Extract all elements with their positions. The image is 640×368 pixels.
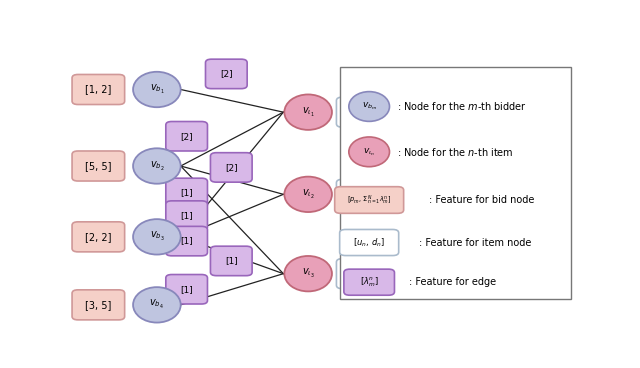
Ellipse shape [349, 137, 390, 167]
Text: $v_{\iota_1}$: $v_{\iota_1}$ [302, 106, 314, 119]
FancyBboxPatch shape [72, 151, 125, 181]
FancyBboxPatch shape [211, 246, 252, 276]
FancyBboxPatch shape [72, 222, 125, 252]
Text: [2]: [2] [220, 70, 232, 78]
Text: [1]: [1] [225, 256, 237, 265]
FancyBboxPatch shape [166, 178, 207, 208]
Text: [1]: [1] [180, 211, 193, 220]
Text: : Node for the $m$-th bidder: : Node for the $m$-th bidder [397, 100, 527, 113]
FancyBboxPatch shape [72, 74, 125, 105]
FancyBboxPatch shape [337, 259, 387, 289]
Text: [2]: [2] [225, 163, 237, 172]
FancyBboxPatch shape [337, 179, 387, 209]
Text: [3, 3]: [3, 3] [349, 190, 375, 199]
FancyBboxPatch shape [166, 201, 207, 230]
FancyBboxPatch shape [337, 97, 387, 127]
Ellipse shape [349, 92, 390, 121]
Text: : Node for the $n$-th item: : Node for the $n$-th item [397, 146, 514, 158]
Text: : Feature for edge: : Feature for edge [409, 277, 496, 287]
FancyBboxPatch shape [344, 269, 394, 295]
FancyBboxPatch shape [166, 226, 207, 256]
Ellipse shape [133, 287, 180, 323]
Text: [5, 5]: [5, 5] [85, 161, 111, 171]
FancyBboxPatch shape [340, 67, 571, 299]
Text: $[p_m,\, \Sigma_{n=1}^{N}\lambda_m^n]$: $[p_m,\, \Sigma_{n=1}^{N}\lambda_m^n]$ [347, 193, 392, 207]
Text: : Feature for item node: : Feature for item node [419, 237, 531, 248]
Text: [1]: [1] [180, 237, 193, 245]
Text: $[u_n,\, d_n]$: $[u_n,\, d_n]$ [353, 236, 385, 249]
Text: [1, 2]: [1, 2] [85, 85, 111, 95]
Text: [2, 2]: [2, 2] [85, 232, 111, 242]
FancyBboxPatch shape [166, 121, 207, 151]
Text: $v_{b_4}$: $v_{b_4}$ [150, 298, 164, 311]
Ellipse shape [133, 219, 180, 255]
Text: [6, 2]: [6, 2] [349, 107, 375, 117]
FancyBboxPatch shape [211, 153, 252, 182]
FancyBboxPatch shape [340, 230, 399, 255]
Ellipse shape [284, 177, 332, 212]
Text: : Feature for bid node: : Feature for bid node [429, 195, 534, 205]
FancyBboxPatch shape [335, 187, 404, 213]
FancyBboxPatch shape [72, 290, 125, 320]
Text: $v_{\iota_3}$: $v_{\iota_3}$ [302, 267, 314, 280]
Text: [1]: [1] [180, 188, 193, 197]
Ellipse shape [133, 72, 180, 107]
Ellipse shape [284, 95, 332, 130]
Text: [2]: [2] [180, 132, 193, 141]
FancyBboxPatch shape [166, 275, 207, 304]
Ellipse shape [284, 256, 332, 291]
Text: [1]: [1] [180, 285, 193, 294]
Text: [3, 5]: [3, 5] [85, 300, 111, 310]
Text: $[\lambda_m^n]$: $[\lambda_m^n]$ [360, 275, 378, 289]
Text: $v_{b_2}$: $v_{b_2}$ [150, 159, 164, 173]
FancyBboxPatch shape [205, 59, 247, 89]
Text: $v_{b_m}$: $v_{b_m}$ [362, 101, 377, 112]
Text: [4, 3]: [4, 3] [349, 269, 375, 279]
Text: $v_{\iota_n}$: $v_{\iota_n}$ [363, 146, 375, 158]
Text: $v_{b_1}$: $v_{b_1}$ [150, 83, 164, 96]
Text: $v_{\iota_2}$: $v_{\iota_2}$ [302, 188, 314, 201]
Ellipse shape [133, 148, 180, 184]
Text: $v_{b_3}$: $v_{b_3}$ [150, 230, 164, 243]
